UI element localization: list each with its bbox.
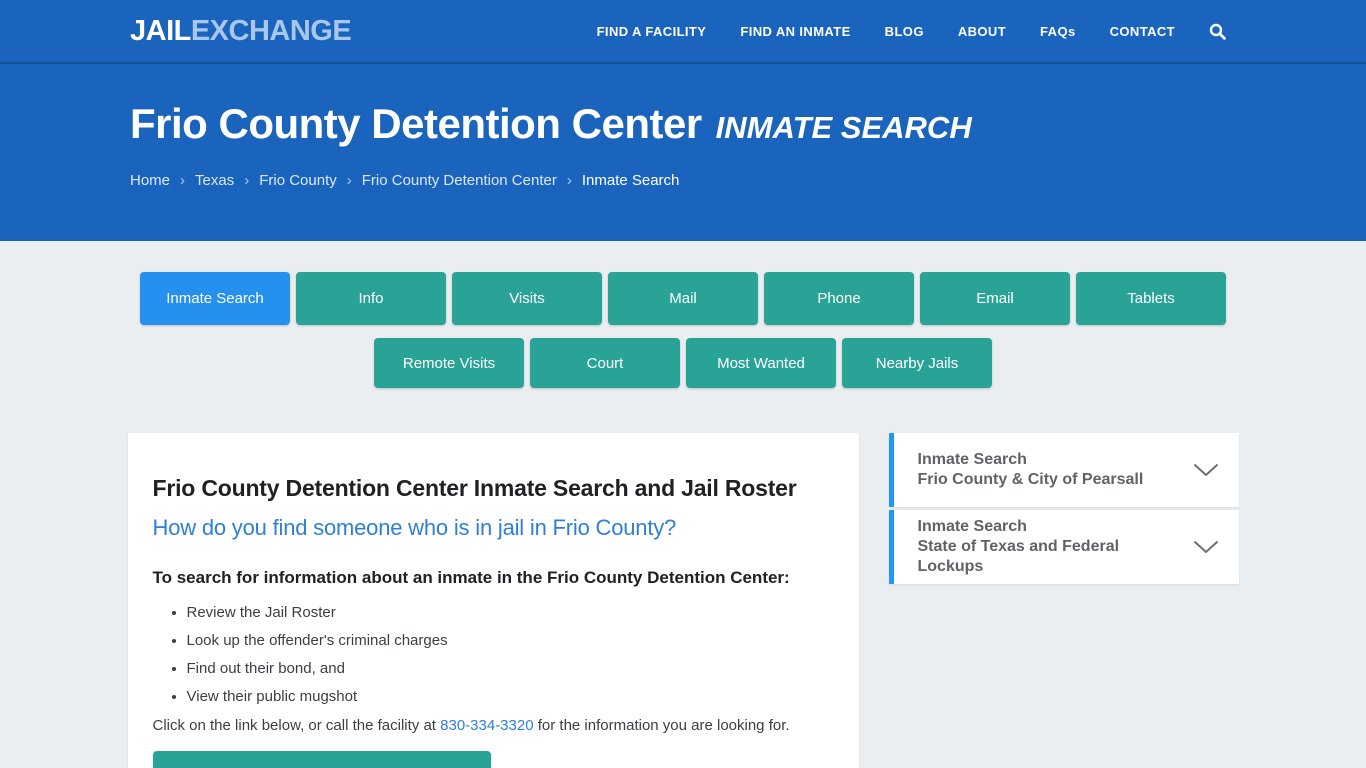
tab-inmate-search[interactable]: Inmate Search: [140, 272, 290, 325]
tab-email[interactable]: Email: [920, 272, 1070, 325]
call-line-prefix: Click on the link below, or call the fac…: [152, 717, 441, 734]
tab-visits[interactable]: Visits: [452, 272, 602, 325]
nav-faqs[interactable]: FAQs: [1040, 23, 1076, 39]
jailexchange-logo[interactable]: JAILEXCHANGE: [130, 14, 352, 48]
search-icon[interactable]: [1209, 23, 1226, 40]
call-facility-line: Click on the link below, or call the fac…: [153, 717, 834, 734]
content-heading: Frio County Detention Center Inmate Sear…: [152, 475, 797, 501]
breadcrumb-frio-county[interactable]: Frio County: [259, 172, 337, 189]
logo-text-jail: JAIL: [130, 14, 191, 47]
tab-remote-visits[interactable]: Remote Visits: [374, 338, 524, 388]
main-area: Frio County Detention Center Inmate Sear…: [127, 433, 1239, 768]
tab-mail[interactable]: Mail: [608, 272, 758, 325]
tab-row-secondary: Remote Visits Court Most Wanted Nearby J…: [0, 338, 1366, 388]
chevron-right-icon: ›: [566, 172, 572, 189]
main-nav: FIND A FACILITY FIND AN INMATE BLOG ABOU…: [597, 23, 1226, 40]
top-navigation-bar: JAILEXCHANGE FIND A FACILITY FIND AN INM…: [0, 0, 1366, 64]
search-steps-list: Review the Jail Roster Look up the offen…: [153, 604, 834, 705]
accordion-inmate-search-state[interactable]: Inmate Search State of Texas and Federal…: [888, 510, 1239, 584]
accordion-title-line2: State of Texas and Federal Lockups: [917, 538, 1120, 575]
facility-phone-link[interactable]: 830-334-3320: [440, 717, 534, 734]
page-title-suffix: INMATE SEARCH: [715, 110, 972, 145]
tab-most-wanted[interactable]: Most Wanted: [686, 338, 836, 388]
list-item: Review the Jail Roster: [187, 604, 834, 621]
breadcrumb-current-inmate-search: Inmate Search: [581, 172, 680, 189]
accordion-title: Inmate Search State of Texas and Federal…: [918, 517, 1183, 577]
sidebar: Inmate Search Frio County & City of Pear…: [888, 433, 1239, 584]
breadcrumb-texas[interactable]: Texas: [195, 172, 235, 189]
nav-blog[interactable]: BLOG: [884, 23, 924, 39]
list-item: View their public mugshot: [187, 688, 834, 705]
tab-court[interactable]: Court: [530, 338, 680, 388]
list-item: Find out their bond, and: [187, 660, 834, 677]
nav-contact[interactable]: CONTACT: [1109, 23, 1175, 39]
page-title: Frio County Detention Center INMATE SEARC…: [130, 100, 1236, 148]
logo-text-exchange: EXCHANGE: [190, 14, 352, 47]
breadcrumb: Home › Texas › Frio County › Frio County…: [130, 172, 1236, 189]
chevron-right-icon: ›: [346, 172, 352, 189]
content-subheading: How do you find someone who is in jail i…: [152, 515, 677, 540]
accordion-title-line1: Inmate Search: [917, 518, 1027, 535]
accordion-inmate-search-county[interactable]: Inmate Search Frio County & City of Pear…: [888, 433, 1239, 507]
tab-phone[interactable]: Phone: [764, 272, 914, 325]
nav-find-a-facility[interactable]: FIND A FACILITY: [596, 23, 707, 39]
tab-row-primary: Inmate Search Info Visits Mail Phone Ema…: [0, 272, 1366, 325]
hero-section: Frio County Detention Center INMATE SEARC…: [0, 64, 1366, 241]
chevron-down-icon: [1193, 540, 1219, 554]
breadcrumb-frio-county-detention-center[interactable]: Frio County Detention Center: [361, 172, 557, 189]
chevron-right-icon: ›: [244, 172, 250, 189]
chevron-down-icon: [1193, 463, 1219, 477]
list-item: Look up the offender's criminal charges: [187, 632, 834, 649]
content-card: Frio County Detention Center Inmate Sear…: [127, 433, 859, 768]
nav-find-an-inmate[interactable]: FIND AN INMATE: [740, 23, 851, 39]
call-line-suffix: for the information you are looking for.: [533, 717, 790, 734]
tab-tablets[interactable]: Tablets: [1076, 272, 1226, 325]
tab-info[interactable]: Info: [296, 272, 446, 325]
accordion-title-line1: Inmate Search: [917, 451, 1027, 468]
breadcrumb-home[interactable]: Home: [130, 172, 171, 189]
tab-nearby-jails[interactable]: Nearby Jails: [842, 338, 992, 388]
accordion-title-line2: Frio County & City of Pearsall: [917, 471, 1144, 488]
nav-about[interactable]: ABOUT: [957, 23, 1007, 39]
jail-roster-button[interactable]: [152, 751, 491, 768]
page-title-main: Frio County Detention Center: [130, 100, 702, 147]
chevron-right-icon: ›: [180, 172, 186, 189]
content-intro: To search for information about an inmat…: [152, 568, 790, 587]
accordion-title: Inmate Search Frio County & City of Pear…: [918, 450, 1144, 490]
